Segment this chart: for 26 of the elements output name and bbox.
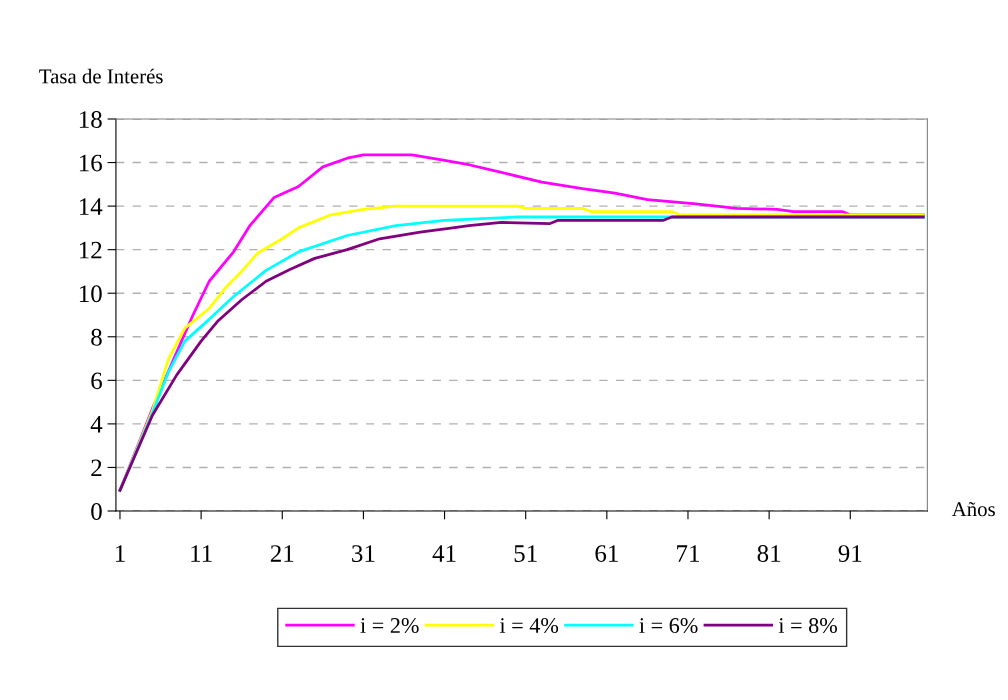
y-tick-label: 18: [79, 111, 102, 128]
x-axis-title: Años: [951, 501, 995, 517]
legend-label: i = 6%: [639, 618, 698, 634]
legend-label: i = 2%: [360, 618, 419, 634]
y-axis-title: Tasa de Interés: [39, 68, 163, 84]
y-tick-label: 2: [91, 459, 102, 477]
y-tick-label: 16: [79, 154, 102, 172]
y-tick-label: 10: [79, 285, 102, 303]
y-tick-label: 4: [90, 416, 103, 433]
x-tick-label: 1: [115, 545, 125, 562]
legend-label: i = 8%: [778, 618, 837, 634]
y-tick-label: 12: [79, 241, 102, 259]
y-tick-label: 8: [91, 328, 102, 346]
x-tick-label: 81: [757, 545, 781, 562]
legend-label: i = 4%: [499, 618, 559, 634]
x-tick-label: 41: [432, 545, 456, 562]
y-tick-label: 6: [91, 372, 102, 390]
x-tick-label: 51: [514, 545, 537, 562]
x-tick-label: 11: [191, 545, 212, 562]
x-tick-label: 91: [838, 545, 862, 562]
y-tick-label: 0: [91, 503, 102, 520]
x-tick-label: 31: [352, 545, 375, 562]
x-tick-label: 71: [677, 545, 699, 562]
x-tick-label: 61: [595, 545, 618, 562]
x-tick-label: 21: [270, 545, 294, 562]
y-tick-label: 14: [79, 198, 103, 215]
